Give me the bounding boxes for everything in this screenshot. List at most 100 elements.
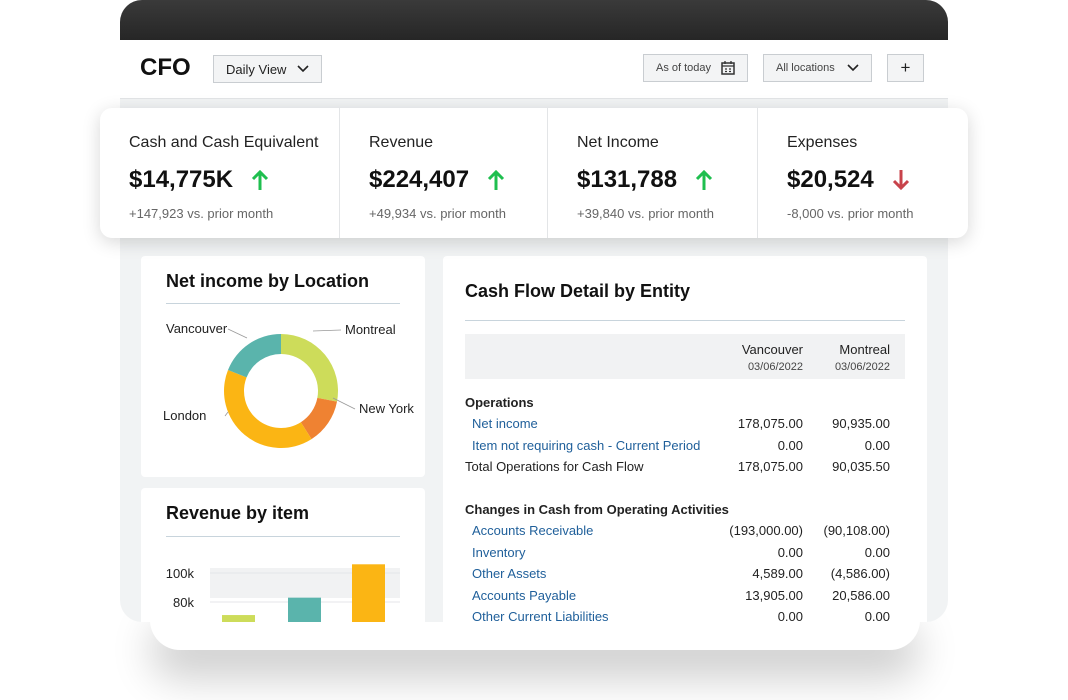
row-value: (4,586.00) [830,566,890,582]
kpi-cell: Cash and Cash Equivalent $14,775K +147,923… [100,108,340,238]
kpi-label: Cash and Cash Equivalent [129,134,319,151]
row-value: 178,075.00 [737,416,803,432]
app-window: CFO Daily View As of today All locations… [120,0,948,622]
row-value: 0.00 [777,609,803,622]
arrow [252,169,269,190]
kpi-change: +49,934 vs. prior month [369,206,506,221]
row-value: 90,035.50 [832,459,890,475]
kpi-label: Revenue [369,134,434,151]
arrow [892,170,909,191]
row-value: 0.00 [777,437,803,453]
row-link: Accounts Receivable [472,523,594,539]
row-value: 0.00 [777,544,803,560]
row-value: 0.00 [864,609,890,622]
leader-line [312,329,342,332]
kpi-change: +39,840 vs. prior month [577,206,714,221]
chevron [847,64,859,72]
donut-label: Montreal [345,322,396,337]
donut-segment [224,370,312,448]
donut-segment [228,334,281,378]
view-dropdown[interactable]: Daily View [213,55,322,83]
kpi-number: $20,524 [787,166,874,193]
app-title: CFO [140,54,191,81]
date-picker[interactable]: As of today [643,54,748,82]
kpi-change: +147,923 vs. prior month [129,206,274,221]
bar [222,615,255,622]
row-link: Other Current Liabilities [472,609,609,622]
kpi-value: $224,407 [369,166,547,194]
arrow [488,169,505,190]
row-link: Accounts Payable [472,587,577,603]
section-heading: Changes in Cash from Operating Activitie… [465,502,729,517]
kpi-cell: Revenue $224,407 +49,934 vs. prior month [340,108,548,238]
row-value: 0.00 [864,544,890,560]
row-link: Net income [472,416,538,432]
row-value: 20,586.00 [832,587,890,603]
header: CFO Daily View As of today All locations… [120,40,948,99]
row-value: 178,075.00 [737,459,803,475]
view-label: Daily View [226,61,287,77]
bar [288,597,321,622]
arrow [696,169,713,190]
kpi-value: $20,524 [787,166,968,194]
row-value: 0.00 [864,437,890,453]
kpi-label: Expenses [787,134,858,151]
donut-label: London [163,408,206,423]
leader-line [227,328,248,339]
panel-title: Cash Flow Detail by Entity [465,281,691,301]
panel-title: Revenue by item [166,503,310,523]
bar [352,564,385,622]
kpi-value: $131,788 [577,166,757,194]
column-name: Vancouver [741,342,803,357]
row-value: (193,000.00) [729,523,803,539]
donut-label: Vancouver [166,321,228,336]
y-tick-label: 80k [173,595,194,610]
title-bar [120,0,948,40]
divider [166,536,400,537]
cash-flow-panel: Cash Flow Detail by Entity Vancouver 03/0… [443,256,927,622]
divider [166,303,400,304]
kpi-value: $14,775K [129,166,339,194]
charts: Montreal New York London Vancouver 80k 100k [163,321,414,622]
column-name: Montreal [839,342,890,357]
location-dropdown[interactable]: All locations [763,54,872,82]
kpi-number: $131,788 [577,166,678,193]
column-date: 03/06/2022 [747,361,803,373]
section-heading: Operations [465,395,534,410]
y-tick-label: 100k [166,566,195,581]
row-value: 4,589.00 [752,566,803,582]
leader-line [224,411,229,417]
calendar-icon [721,61,735,75]
row-label: Total Operations for Cash Flow [465,459,644,475]
kpi-card: Cash and Cash Equivalent $14,775K +147,923… [100,108,968,238]
kpi-cell: Expenses $20,524 -8,000 vs. prior month [758,108,968,238]
divider [465,320,905,321]
table-header [465,334,905,379]
chevron [297,65,309,73]
row-link: Item not requiring cash - Current Period [472,437,701,453]
row-value: 90,935.00 [832,416,890,432]
kpi-change: -8,000 vs. prior month [787,206,914,221]
column-date: 03/06/2022 [834,361,890,373]
row-value: 13,905.00 [745,587,803,603]
row-link: Other Assets [472,566,547,582]
kpi-number: $14,775K [129,166,234,193]
donut-segment [281,334,338,402]
kpi-cell: Net Income $131,788 +39,840 vs. prior mont… [548,108,758,238]
row-value: (90,108.00) [823,523,891,539]
donut-label: New York [359,401,414,416]
row-link: Inventory [472,544,526,560]
leader-line [332,397,356,410]
trend-arrow [892,170,909,191]
donut-segment [300,397,337,440]
trend-arrow [696,169,713,190]
trend-arrow [252,169,269,190]
trend-arrow [488,169,505,190]
location-label: All locations [776,62,835,74]
date-label: As of today [656,62,712,74]
kpi-label: Net Income [577,134,659,151]
kpi-number: $224,407 [369,166,470,193]
add-button[interactable]: + [887,54,924,82]
panel-title: Net income by Location [166,271,370,291]
